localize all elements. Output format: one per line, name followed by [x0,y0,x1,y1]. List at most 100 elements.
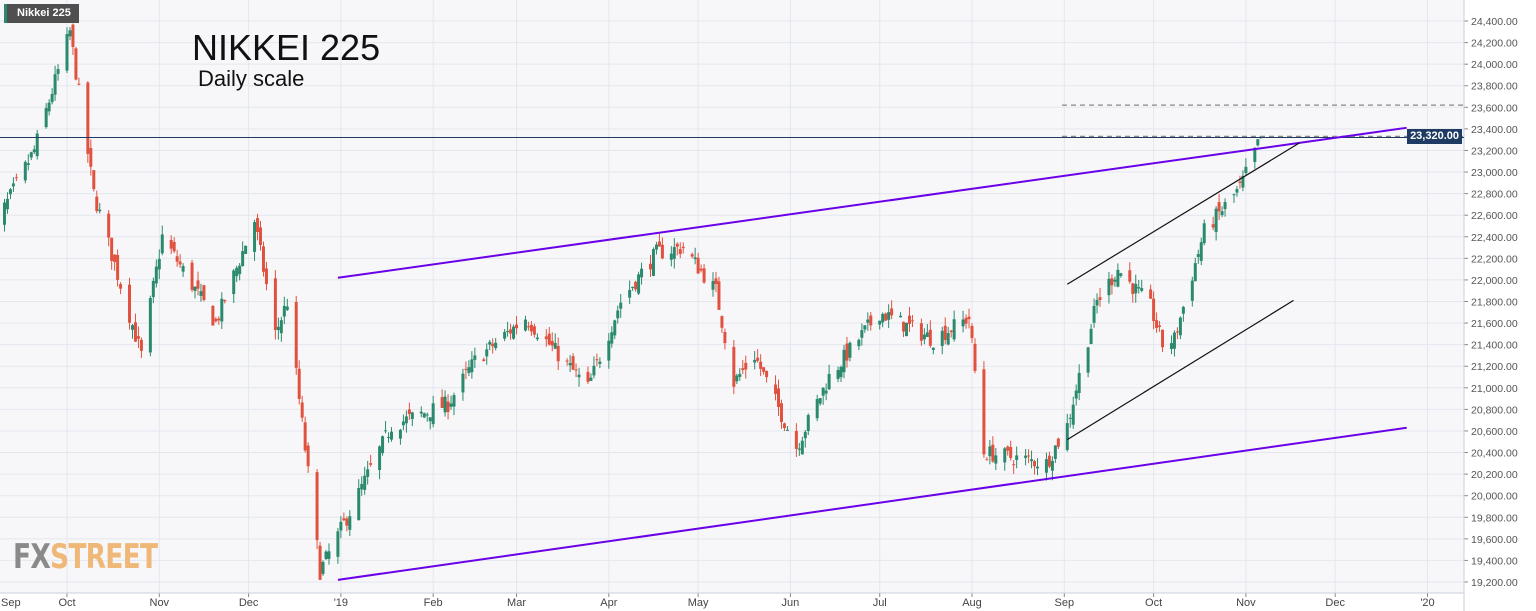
candle-body [890,308,894,316]
candle [1044,452,1048,481]
x-tick-label: Nov [150,597,170,609]
candle [264,261,268,291]
y-tick-label: 21,000.00 [1471,383,1518,395]
candle-body [866,319,870,323]
candle-body [777,388,781,408]
candle [68,27,72,41]
plot-background [0,0,1464,593]
candle-body [148,297,152,353]
y-tick-label: 23,400.00 [1471,124,1518,136]
candle-body [628,290,632,298]
candle [1089,324,1093,345]
candle [1220,206,1224,218]
candle-body [107,213,111,238]
y-tick-label: 23,200.00 [1471,145,1518,157]
candle-body [902,321,906,332]
candle-body [1056,438,1060,447]
x-tick-label: Apr [600,597,617,609]
candle [598,357,602,369]
candle [14,173,18,182]
candle-body [732,346,736,387]
candle-body [681,246,685,249]
candle-body [470,359,474,373]
candle-body [336,531,340,557]
candle [506,321,510,337]
y-tick-label: 22,000.00 [1471,275,1518,287]
candle-body [1232,194,1236,196]
candle [922,328,926,345]
candle-body [1190,280,1194,301]
candle [1223,198,1227,217]
candle-body [50,94,54,103]
candle-body [574,369,578,371]
candle [512,324,516,340]
candle-body [235,267,239,277]
candle [815,394,819,422]
candle [1199,237,1203,266]
candle-body [1214,208,1218,232]
candle [907,307,911,332]
candle [1086,346,1090,378]
candle-body [827,373,831,390]
candle-body [723,332,727,344]
candle-body [256,218,260,232]
trend-lower-line [1066,299,1294,441]
candle [1196,249,1200,264]
candle [244,245,248,255]
y-tick-label: 22,800.00 [1471,189,1518,201]
candle [363,466,367,495]
candle-body [1140,288,1144,291]
y-tick-label: 24,000.00 [1471,59,1518,71]
candle [899,312,903,318]
candle [178,254,182,268]
candle-body [1015,455,1019,461]
candle [532,323,536,338]
candle-body [369,463,373,465]
candle [172,237,176,254]
candle [190,259,194,293]
candle [1116,263,1120,288]
candle [863,325,867,333]
candle-body [169,239,173,249]
candle-body [1068,417,1072,419]
candle [491,338,495,354]
candle [381,435,385,456]
candle [741,359,745,374]
candle-body [711,281,715,290]
current-price-tag: 23,320.00 [1407,129,1462,144]
candle-body [1235,188,1239,193]
candle-body [363,475,367,490]
candle-body [494,342,498,349]
candle [866,312,870,331]
candle [693,247,697,265]
candle-body [446,401,450,413]
candle [130,324,134,339]
candle [11,177,15,192]
candle [1178,316,1182,340]
candle-body [717,281,721,310]
candle-body [1095,299,1099,306]
candle [842,344,846,379]
candle-body [800,440,804,455]
candle-body [568,362,572,366]
candle-body [860,330,864,338]
candle-body [113,254,117,263]
candle-body [878,320,882,325]
candle [1015,446,1019,469]
candle [387,432,391,443]
candle [797,442,801,456]
candle-body [931,347,935,350]
y-tick-label: 24,400.00 [1471,16,1518,28]
candle [910,315,914,328]
candle [410,411,414,427]
candle [827,364,831,390]
candle [1074,384,1078,406]
candle-body [905,322,909,337]
candle [616,305,620,324]
candle-body [884,313,888,321]
candle [860,323,864,346]
candle-body [1086,347,1090,373]
candle [1211,216,1215,231]
candle-body [961,319,965,327]
